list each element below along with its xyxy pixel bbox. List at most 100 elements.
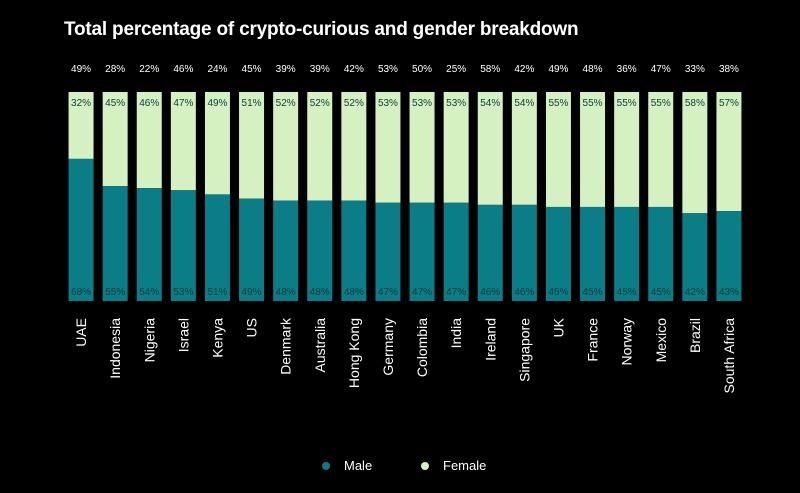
bar-female <box>239 92 265 199</box>
bar-female <box>716 92 742 212</box>
x-tick-label: Hong Kong <box>346 318 362 388</box>
male-pct-label: 68% <box>71 287 91 298</box>
bar-female <box>580 92 606 207</box>
total-label: 49% <box>71 64 91 75</box>
total-label: 49% <box>548 64 568 75</box>
male-pct-label: 54% <box>139 287 159 298</box>
female-pct-label: 46% <box>139 98 159 109</box>
male-pct-label: 51% <box>207 287 227 298</box>
male-pct-label: 48% <box>310 287 330 298</box>
bar-male <box>477 204 503 301</box>
x-tick-label: Australia <box>312 318 328 373</box>
male-pct-label: 47% <box>378 287 398 298</box>
bar-male <box>170 190 196 301</box>
chart-title: Total percentage of crypto-curious and g… <box>64 19 579 40</box>
x-tick-label: Ireland <box>482 318 498 361</box>
bar-female <box>273 92 299 201</box>
total-label: 39% <box>276 64 296 75</box>
bar-male <box>648 206 674 301</box>
bar-male <box>614 206 640 301</box>
bar-female <box>648 92 674 207</box>
female-pct-label: 55% <box>617 98 637 109</box>
bar-female <box>68 92 94 159</box>
x-tick-label: US <box>244 318 260 337</box>
bar-female <box>341 92 367 201</box>
x-tick-label: Israel <box>175 318 191 352</box>
male-pct-label: 47% <box>412 287 432 298</box>
total-label: 42% <box>344 64 364 75</box>
bar-male <box>204 194 230 301</box>
legend-label-male: Male <box>344 458 373 473</box>
female-pct-label: 52% <box>310 98 330 109</box>
female-pct-label: 47% <box>173 98 193 109</box>
x-tick-label: Germany <box>380 318 396 376</box>
bar-female <box>170 92 196 191</box>
male-pct-label: 45% <box>651 287 671 298</box>
female-pct-label: 49% <box>207 98 227 109</box>
bar-female <box>136 92 162 189</box>
total-label: 25% <box>446 64 466 75</box>
bar-female <box>375 92 401 203</box>
x-tick-label: Singapore <box>516 318 532 382</box>
x-tick-label: Colombia <box>414 318 430 377</box>
legend-item-male: Male <box>322 458 372 473</box>
x-tick-label: Indonesia <box>107 318 123 379</box>
female-pct-label: 54% <box>480 98 500 109</box>
male-pct-label: 46% <box>514 287 534 298</box>
bar-female <box>511 92 537 205</box>
bar-male <box>443 202 469 301</box>
female-pct-label: 53% <box>378 98 398 109</box>
female-pct-label: 58% <box>685 98 705 109</box>
female-pct-label: 51% <box>242 98 262 109</box>
male-pct-label: 55% <box>105 287 125 298</box>
total-label: 39% <box>310 64 330 75</box>
female-pct-label: 55% <box>583 98 603 109</box>
bar-female <box>443 92 469 203</box>
male-pct-label: 53% <box>173 287 193 298</box>
bar-female <box>204 92 230 195</box>
bar-female <box>307 92 333 201</box>
legend-item-female: Female <box>421 458 486 473</box>
female-pct-label: 54% <box>514 98 534 109</box>
bar-male <box>341 200 367 301</box>
male-pct-label: 42% <box>685 287 705 298</box>
total-label: 50% <box>412 64 432 75</box>
female-pct-label: 57% <box>719 98 739 109</box>
male-pct-label: 45% <box>617 287 637 298</box>
male-pct-label: 49% <box>242 287 262 298</box>
female-pct-label: 53% <box>412 98 432 109</box>
total-label: 47% <box>651 64 671 75</box>
total-label: 58% <box>480 64 500 75</box>
total-label: 42% <box>514 64 534 75</box>
bar-male <box>580 206 606 301</box>
x-tick-label: UK <box>550 317 566 337</box>
x-tick-label: France <box>585 318 601 362</box>
bar-male <box>68 158 94 301</box>
female-pct-label: 32% <box>71 98 91 109</box>
female-pct-label: 52% <box>276 98 296 109</box>
x-tick-label: Mexico <box>653 318 669 363</box>
bar-male <box>239 198 265 301</box>
total-label: 22% <box>139 64 159 75</box>
x-tick-label: India <box>448 318 464 349</box>
total-label: 38% <box>719 64 739 75</box>
female-pct-label: 55% <box>548 98 568 109</box>
bar-male <box>375 202 401 301</box>
total-label: 46% <box>173 64 193 75</box>
bar-female <box>409 92 435 203</box>
total-label: 45% <box>242 64 262 75</box>
total-label: 28% <box>105 64 125 75</box>
bar-male <box>409 202 435 301</box>
female-pct-label: 53% <box>446 98 466 109</box>
bar-female <box>682 92 708 214</box>
bar-male <box>682 213 708 301</box>
bar-female <box>545 92 571 207</box>
female-pct-label: 45% <box>105 98 125 109</box>
bar-male <box>511 204 537 301</box>
total-label: 48% <box>583 64 603 75</box>
male-pct-label: 43% <box>719 287 739 298</box>
bar-male <box>307 200 333 301</box>
x-tick-label: South Africa <box>721 318 737 394</box>
x-tick-label: Kenya <box>209 318 225 358</box>
